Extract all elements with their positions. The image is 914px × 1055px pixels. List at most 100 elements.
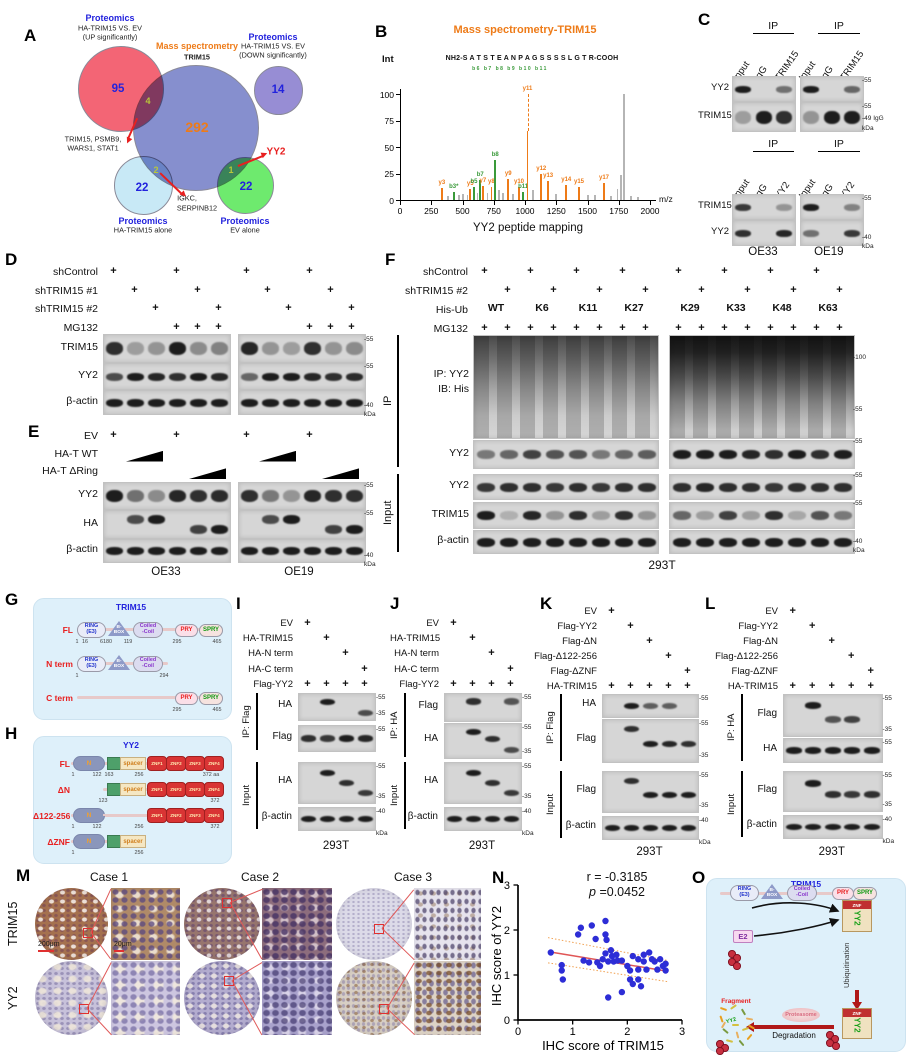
protein-band (304, 342, 321, 355)
plus-sign: + (131, 283, 138, 296)
blot-lane (831, 336, 854, 438)
condition-label: Flag-YY2 (399, 678, 439, 690)
his-ub-type: WT (487, 302, 505, 314)
condition-label: HA-C term (248, 663, 293, 675)
residue-number: 256 (134, 849, 144, 856)
his-ub-type: K29 (680, 302, 700, 314)
blot-lane (823, 772, 843, 811)
protein-band (787, 450, 806, 459)
venn-callout2-line2: SERPINB12 (176, 203, 218, 213)
blot-lane (104, 335, 125, 362)
protein-band (127, 372, 144, 381)
spectrum-peak (473, 187, 475, 200)
blot-lane (762, 503, 785, 528)
blot-lane (716, 503, 739, 528)
protein-band (466, 728, 481, 736)
residue-number: 256 (134, 823, 144, 830)
blot-lane (693, 503, 716, 528)
blot-row-label: Flag (272, 730, 292, 742)
protein-band (262, 342, 279, 355)
wb-blot (103, 390, 366, 415)
spry-domain: SPRY (853, 886, 877, 900)
wb-blot (473, 502, 855, 529)
blot-lane (622, 817, 641, 839)
spectrum-peak (547, 180, 549, 200)
protein-band (262, 547, 279, 555)
protein-band (718, 511, 737, 520)
protein-band (346, 372, 363, 381)
correlation-p-value: p =0.0452 (589, 885, 645, 899)
y-tick-label: 25 (384, 169, 394, 179)
x-tick-label: 0 (515, 1026, 521, 1038)
blot-segment (444, 693, 522, 722)
protein-band (614, 482, 633, 492)
blot-lane (188, 483, 209, 509)
ci-upper-line (547, 937, 669, 962)
protein-band (695, 482, 714, 492)
protein-band (824, 716, 841, 723)
blot-lane (804, 816, 824, 838)
condition-label: Flag-ΔZNF (731, 666, 778, 677)
residue-number: 465 (212, 706, 222, 713)
protein-band (320, 735, 335, 742)
blot-lane (445, 724, 464, 758)
blot-lane (125, 335, 146, 362)
blot-lane (843, 816, 863, 838)
protein-band (823, 110, 840, 124)
plus-sign: + (194, 283, 201, 296)
blot-lane (821, 195, 842, 219)
yy2-substrate-box: ZNF YY2 (842, 900, 872, 932)
peak-label: y11 (522, 86, 533, 92)
spectrum-peak (623, 94, 625, 200)
condition-label: EV (280, 618, 293, 629)
spectrum-peak (512, 193, 514, 200)
yy2-ubiquitinated-box: ZNF YY2 (842, 1008, 872, 1039)
wb-blot (298, 807, 376, 831)
spectrum-title: Mass spectrometry-TRIM15 (453, 24, 597, 36)
blot-segment (799, 220, 864, 246)
blot-lane (281, 335, 302, 362)
blot-lane (239, 483, 260, 509)
blot-segment (298, 693, 376, 721)
plus-sign: + (675, 265, 682, 277)
ring-domain: RING (E3) (77, 622, 106, 638)
protein-band (127, 398, 144, 407)
protein-band (325, 547, 342, 555)
blot-segment (473, 335, 659, 439)
protein-band (695, 511, 714, 520)
spectrum-peak (490, 187, 493, 200)
blot-row-label: HA (582, 698, 596, 709)
protein-band (504, 698, 519, 705)
data-point (654, 966, 661, 973)
blot-lane (520, 503, 543, 528)
blot-lane (679, 720, 698, 762)
blot-lane (785, 531, 808, 553)
protein-band (824, 823, 841, 831)
mw-marker: -49 IgG (862, 115, 884, 122)
blot-lane (693, 475, 716, 499)
blot-lane (520, 531, 543, 553)
residue-number: 1 (71, 849, 75, 856)
plus-sign: + (323, 632, 330, 645)
blot-lane (660, 817, 679, 839)
panel-E: E EV + + + + HA-T WT HA-T ΔRing YY2 -55 HA -55 β-ac… (5, 420, 383, 588)
expression-gradient-triangle-icon (126, 450, 163, 462)
cell-line-label: 293T (322, 840, 350, 852)
blot-lane (281, 364, 302, 389)
spacer-domain: spacer (120, 783, 146, 796)
peak-label: y3 (438, 180, 446, 187)
blot-lane (356, 808, 375, 830)
residue-number: 16 (82, 638, 88, 645)
blot-lane (785, 503, 808, 528)
blot-lane (612, 441, 635, 468)
panel-G: G TRIM15 FL RING (E3) B- BOX Coiled -Coil PRY SP… (5, 590, 233, 724)
protein-band (614, 537, 633, 547)
protein-band (643, 702, 658, 710)
panel-F-letter: F (385, 250, 396, 269)
condition-label: Flag-ΔN (743, 636, 778, 647)
plus-sign: + (327, 320, 334, 333)
x-tick (587, 201, 589, 205)
blot-lane (635, 475, 658, 499)
y-tick (396, 173, 400, 175)
